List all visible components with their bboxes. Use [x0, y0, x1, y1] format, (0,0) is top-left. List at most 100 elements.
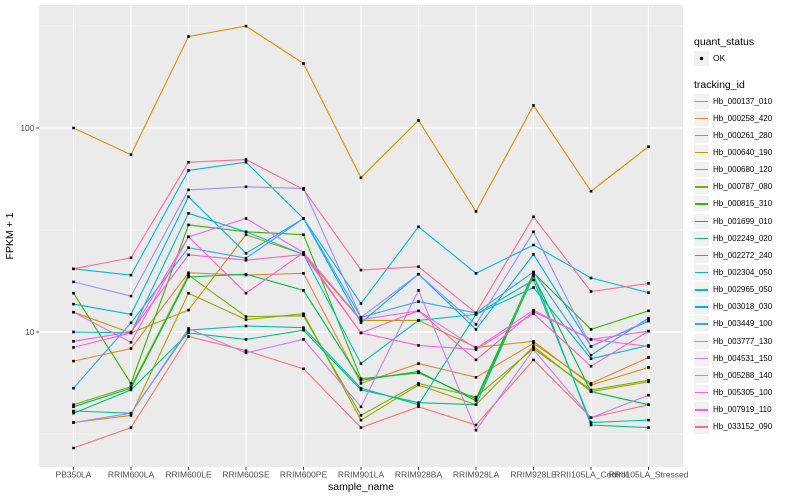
data-point [359, 388, 363, 392]
data-point [244, 315, 248, 318]
data-point [244, 272, 248, 276]
data-point [244, 349, 248, 352]
data-point [244, 252, 248, 255]
legend-item-Hb_000815_310: Hb_000815_310 [694, 196, 772, 212]
data-point [359, 176, 363, 180]
data-point [302, 312, 305, 315]
data-point [187, 35, 190, 38]
data-point [72, 446, 75, 450]
data-point [532, 348, 535, 351]
data-point [187, 335, 190, 338]
data-point [532, 345, 535, 348]
legend-item-Hb_003777_130: Hb_003777_130 [694, 333, 772, 349]
data-point [129, 388, 133, 392]
series-color-line-icon [695, 289, 708, 291]
data-point [72, 411, 75, 415]
data-point [359, 268, 363, 272]
legend-item-label: Hb_033152_090 [713, 422, 773, 432]
series-color-line-icon [695, 409, 708, 411]
legend-item-label: Hb_002304_050 [713, 268, 773, 277]
data-point [187, 188, 190, 192]
data-point [187, 328, 190, 332]
data-point [647, 316, 650, 320]
legend-title-tracking-id: tracking_id [694, 79, 745, 91]
data-point [647, 418, 650, 422]
data-point [302, 367, 305, 371]
data-point [129, 294, 133, 298]
data-point [647, 379, 650, 382]
data-point [129, 256, 133, 260]
data-point [647, 380, 650, 384]
data-point [647, 282, 650, 285]
data-point [244, 291, 248, 295]
legend-item-label: Hb_000137_010 [713, 96, 773, 106]
legend-key-swatch [694, 299, 709, 315]
series-color-line-icon [695, 272, 708, 274]
legend-item-label: Hb_005305_100 [713, 388, 773, 398]
data-point [589, 382, 593, 385]
series-color-line-icon [695, 203, 708, 205]
data-point [72, 405, 75, 409]
series-color-line-icon [695, 169, 708, 171]
data-point [187, 160, 190, 164]
data-point [302, 62, 305, 65]
series-color-line-icon [695, 426, 708, 428]
data-point [129, 153, 133, 156]
legend-item-Hb_002965_050: Hb_002965_050 [694, 282, 772, 298]
data-point [302, 328, 305, 332]
data-point [72, 267, 75, 271]
data-point [244, 324, 248, 328]
data-point [359, 379, 363, 382]
legend-item-label: Hb_000640_190 [713, 147, 773, 157]
data-point [129, 414, 133, 417]
legend-key-swatch [694, 110, 709, 126]
data-point [302, 251, 305, 254]
data-point [589, 388, 593, 392]
data-point [647, 291, 650, 294]
legend-key-swatch [694, 230, 709, 246]
data-point [474, 423, 478, 427]
data-point [647, 309, 650, 313]
data-point [359, 318, 363, 321]
series-color-line-icon [695, 237, 708, 240]
data-point [359, 418, 363, 422]
x-tick-label: RRIM600LA [108, 470, 155, 480]
legend-item-Hb_005288_140: Hb_005288_140 [694, 367, 772, 383]
data-point [474, 395, 478, 399]
data-point [474, 272, 478, 275]
data-point [187, 273, 190, 277]
data-point [302, 272, 305, 275]
data-point [302, 289, 305, 292]
data-point [72, 346, 75, 349]
data-point [647, 145, 650, 148]
data-point [244, 217, 248, 220]
data-point [589, 421, 593, 424]
data-point [647, 356, 650, 359]
data-point [532, 308, 535, 312]
y-tick-label: 10 [25, 327, 35, 337]
data-point [129, 426, 133, 429]
legend-item-Hb_002272_240: Hb_002272_240 [694, 247, 772, 263]
legend-item-Hb_033152_090: Hb_033152_090 [694, 419, 772, 435]
data-point [187, 275, 190, 279]
legend-key-swatch [694, 127, 709, 143]
data-point [129, 321, 133, 325]
data-point [129, 386, 133, 390]
data-point [647, 345, 650, 348]
data-point [244, 24, 248, 28]
data-point [244, 258, 248, 262]
data-point [72, 409, 75, 413]
data-point [72, 126, 75, 130]
legend-key-swatch [694, 402, 709, 418]
x-tick-label: RRII105LA_Stressed [609, 470, 689, 480]
series-color-line-icon [695, 254, 708, 257]
data-point [187, 246, 190, 249]
data-point [417, 405, 420, 409]
data-point [589, 390, 593, 393]
data-point [187, 271, 190, 275]
legend-item-label: Hb_000261_280 [713, 130, 773, 140]
series-color-line-icon [695, 100, 708, 102]
data-point [589, 423, 593, 427]
legend-key-swatch [694, 265, 709, 280]
data-point [129, 330, 133, 334]
